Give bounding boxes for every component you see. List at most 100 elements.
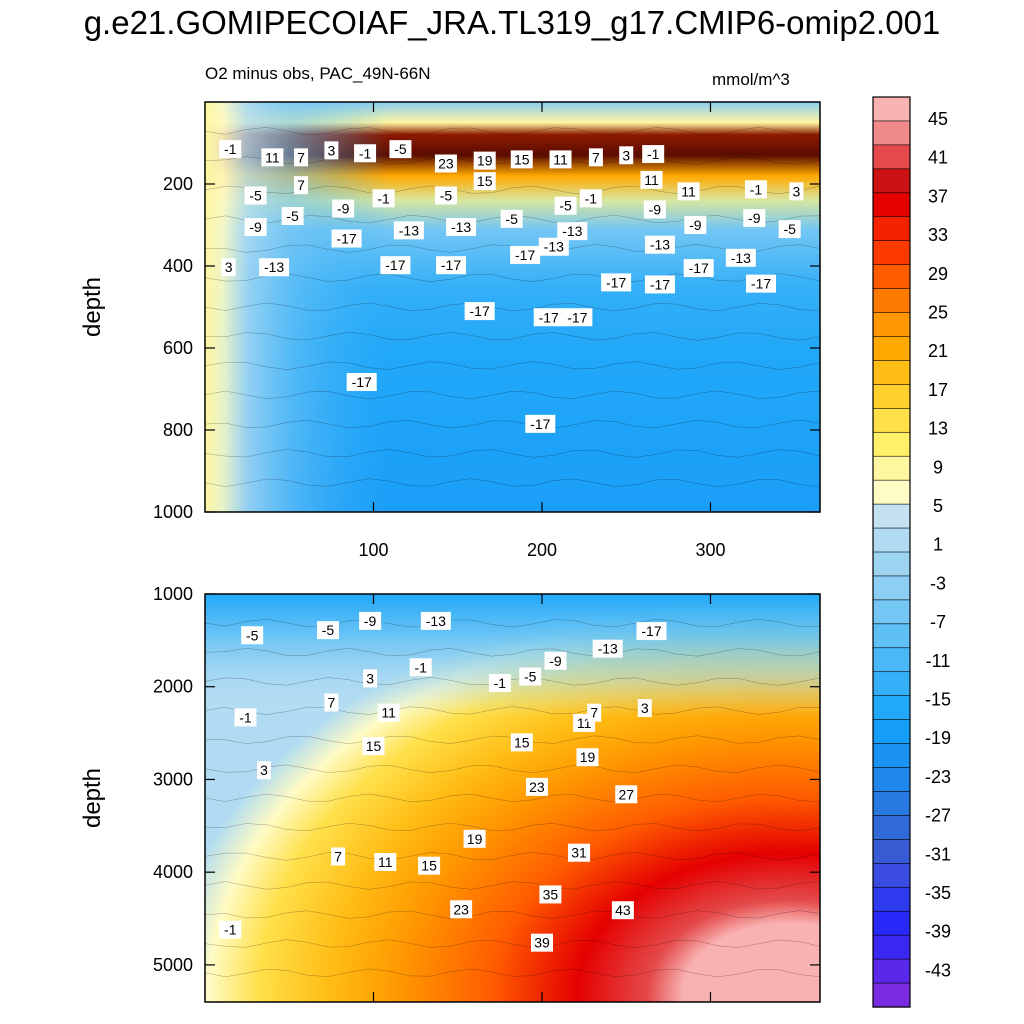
colorbar-label: -39 [925,922,951,942]
contour-label-bg [294,148,309,167]
contour-label: 3 [363,669,378,688]
lower-y-axis-label: depth [79,768,106,828]
contour-label-bg [374,852,397,871]
contour-label: 7 [324,693,339,712]
contour-label: -5 [554,196,577,215]
contour-label-text: -17 [689,260,709,276]
contour-label-text: 43 [615,902,631,918]
contour-line [205,852,820,861]
lower-plot-frame [204,593,821,1003]
contour-line [205,677,820,686]
contour-label: -9 [244,218,267,237]
contour-label: -1 [579,189,602,208]
contour-label-bg [562,308,593,327]
contour-label-text: -13 [451,219,471,235]
contour-label-bg [436,256,466,275]
chart-subtitle: O2 minus obs, PAC_49N-66N [205,64,431,83]
contour-label: -13 [592,639,623,658]
contour-label-text: -17 [539,309,559,325]
colorbar-swatch [872,96,911,122]
contour-label-bg [261,148,284,167]
contour-line [205,332,820,341]
contour-label-bg [643,200,666,219]
contour-label-text: -17 [470,303,490,319]
colorbar-label: 45 [928,109,948,129]
contour-label: 11 [640,170,663,189]
contour-label: 3 [221,258,236,277]
contour-label-text: -5 [440,187,453,203]
contour-label: -1 [219,920,242,939]
contour-label-text: 19 [467,831,483,847]
contour-label-bg [324,141,339,160]
contour-label-text: -17 [567,309,587,325]
colorbar-label: -31 [925,844,951,864]
contour-label-text: 23 [438,156,454,172]
contour-label: 15 [510,150,533,169]
contour-label-bg [746,274,777,293]
contour-label: 7 [588,148,603,167]
colorbar-swatch [872,743,911,769]
contour-label: -5 [244,186,267,205]
x-tick-label: 200 [527,540,557,560]
contour-label-text: 3 [793,183,801,199]
contour-label: -1 [234,708,257,727]
contour-label: -1 [642,145,665,164]
contour-label-text: 11 [553,151,568,167]
contour-label-text: -17 [441,257,461,273]
contour-label: 27 [615,785,638,804]
contour-line [205,419,820,429]
lower-top-field [205,594,820,1002]
contour-label: -9 [643,200,666,219]
contour-label-text: 7 [297,149,305,165]
contour-line [205,968,820,978]
contour-label-bg [539,885,562,904]
contour-label-bg [389,140,412,159]
contour-label-text: 23 [453,901,469,917]
contour-label-bg [557,222,588,241]
contour-label-bg [525,777,548,796]
colorbar-label: -7 [930,612,946,632]
colorbar-swatch [872,144,911,170]
contour-label-text: -9 [748,210,761,226]
lower-axis-ticks: 1000 2000 3000 4000 5000 [153,584,820,1002]
colorbar-swatch [872,240,911,266]
contour-label: 15 [510,733,533,752]
contour-label-text: 11 [265,149,280,165]
contour-label-bg [488,674,511,693]
x-tick-label: 300 [695,540,725,560]
contour-label-bg [789,182,804,201]
contour-label: -17 [346,373,377,392]
contour-label-text: -5 [783,221,796,237]
colorbar-label: 37 [928,186,948,206]
contour-label-text: -13 [598,641,618,657]
contour-label-text: -5 [559,198,572,214]
contour-label-bg [463,829,486,848]
contour-label: -13 [538,237,569,256]
contour-label: -5 [500,209,523,228]
contour-label-bg [259,258,290,277]
contour-line [205,390,820,400]
upper-panel: -1 11 7 3 -1 -5 23 19 15 11 7 3 -1 11 15 7 -5 -1 -5 -5 -1 -9 1… [153,101,821,560]
contour-label-bg [331,847,346,866]
contour-label: 7 [294,148,309,167]
contour-label-bg [549,150,572,169]
contour-label-bg [725,248,756,267]
colorbar-swatch [872,312,911,338]
contour-label-text: 35 [543,886,559,902]
contour-label-bg [587,703,602,722]
contour-label-bg [281,206,304,225]
contour-label: -17 [380,256,411,275]
colorbar-swatch [872,431,911,457]
contour-line [205,302,820,312]
contour-label-text: 15 [514,151,530,167]
contour-label: 11 [261,148,284,167]
contour-label-text: -13 [399,222,419,238]
colorbar-swatch [872,934,911,960]
colorbar-swatch [872,719,911,745]
contour-label: -17 [562,308,593,327]
contour-label-text: 7 [334,848,342,864]
contour-label-text: 19 [477,153,493,169]
contour-label-text: -1 [224,141,237,157]
